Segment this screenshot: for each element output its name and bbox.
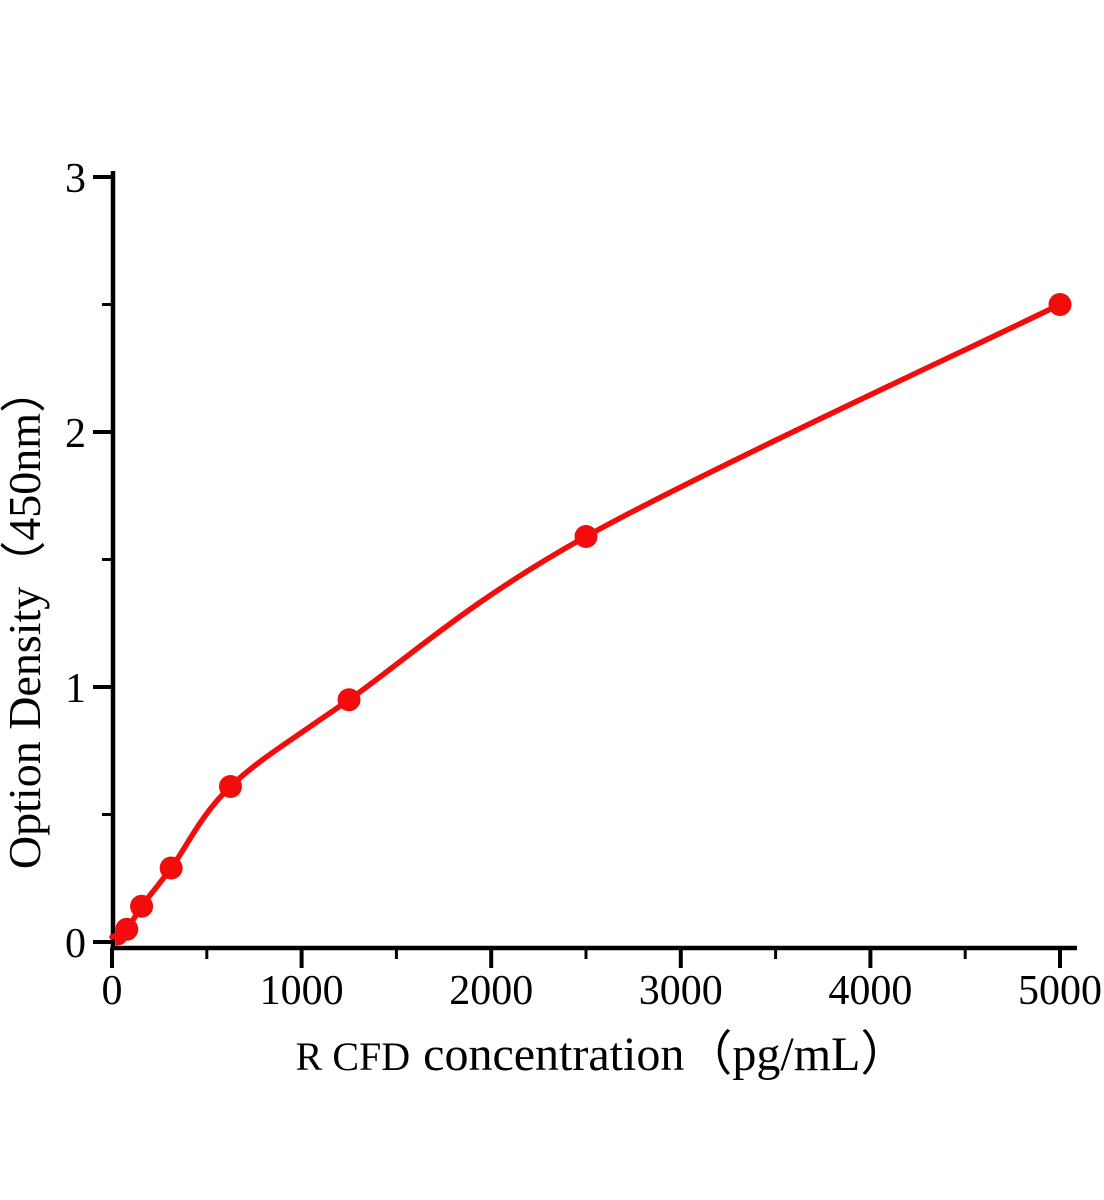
x-tick-label: 0 xyxy=(102,968,123,1014)
x-tick-label: 5000 xyxy=(1018,968,1102,1014)
data-point xyxy=(159,856,183,880)
data-point xyxy=(130,894,154,918)
data-point xyxy=(115,917,139,941)
data-point xyxy=(1048,293,1072,316)
data-point xyxy=(574,525,598,549)
x-axis-title: R CFD concentration（pg/mL） xyxy=(296,1028,909,1081)
data-point xyxy=(337,688,361,712)
tick-labels: 0 1 2 3 0 1000 2000 3000 4000 5000 xyxy=(65,156,1102,1014)
axes xyxy=(93,171,1077,968)
data-point xyxy=(219,774,242,798)
x-axis-title-prefix: R CFD xyxy=(296,1034,411,1079)
data-series xyxy=(109,293,1072,946)
y-axis-title: Option Density（450nm） xyxy=(0,367,50,869)
x-tick-label: 4000 xyxy=(828,968,912,1014)
y-tick-label: 0 xyxy=(65,921,86,967)
y-tick-label: 1 xyxy=(65,666,86,712)
y-tick-label: 3 xyxy=(65,156,86,202)
standard-curve-line xyxy=(109,301,1063,940)
x-axis-title-main: concentration（pg/mL） xyxy=(423,1028,908,1081)
y-tick-label: 2 xyxy=(65,411,86,457)
x-tick-label: 1000 xyxy=(260,968,344,1014)
x-tick-label: 3000 xyxy=(639,968,723,1014)
x-tick-label: 2000 xyxy=(449,968,533,1014)
